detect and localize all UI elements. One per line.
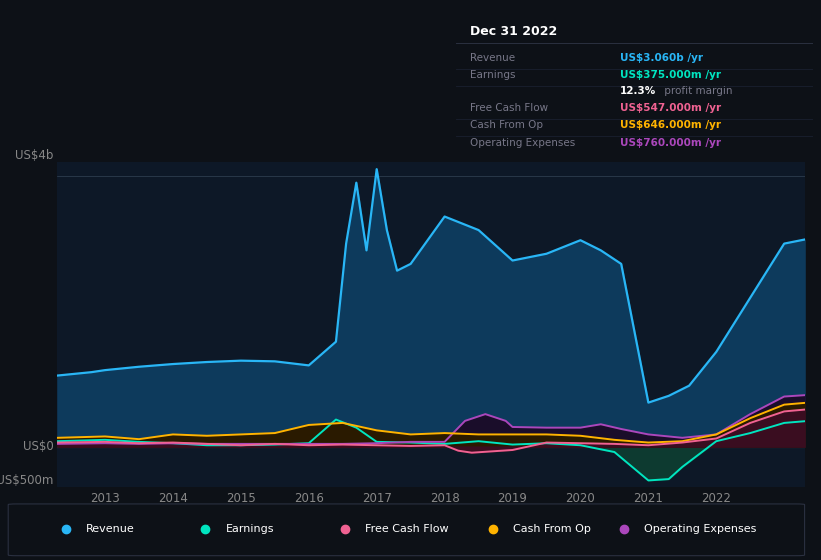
Text: US$375.000m /yr: US$375.000m /yr: [620, 71, 721, 81]
Text: Cash From Op: Cash From Op: [513, 524, 591, 534]
Text: US$3.060b /yr: US$3.060b /yr: [620, 53, 703, 63]
Text: Earnings: Earnings: [226, 524, 274, 534]
Text: Cash From Op: Cash From Op: [470, 120, 543, 130]
FancyBboxPatch shape: [8, 504, 805, 556]
Text: 12.3%: 12.3%: [620, 86, 656, 96]
Text: US$760.000m /yr: US$760.000m /yr: [620, 138, 721, 148]
Text: Free Cash Flow: Free Cash Flow: [365, 524, 449, 534]
Text: -US$500m: -US$500m: [0, 474, 53, 487]
Text: Operating Expenses: Operating Expenses: [644, 524, 757, 534]
Text: Free Cash Flow: Free Cash Flow: [470, 103, 548, 113]
Text: Revenue: Revenue: [86, 524, 135, 534]
Text: Revenue: Revenue: [470, 53, 515, 63]
Text: profit margin: profit margin: [661, 86, 732, 96]
Text: US$547.000m /yr: US$547.000m /yr: [620, 103, 721, 113]
Text: Operating Expenses: Operating Expenses: [470, 138, 576, 148]
Text: US$646.000m /yr: US$646.000m /yr: [620, 120, 721, 130]
Text: Dec 31 2022: Dec 31 2022: [470, 26, 557, 39]
Text: US$0: US$0: [23, 440, 53, 453]
Text: US$4b: US$4b: [16, 150, 53, 162]
Text: Earnings: Earnings: [470, 71, 516, 81]
